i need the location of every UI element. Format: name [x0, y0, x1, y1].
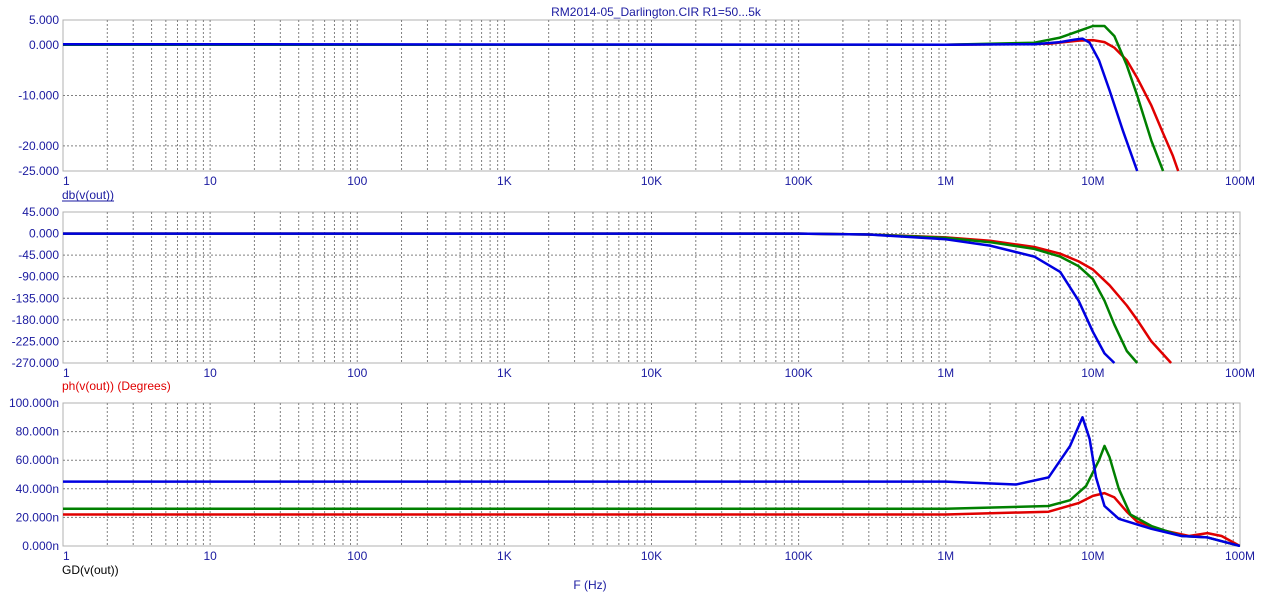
- x-tick-label: 10K: [641, 366, 662, 380]
- y-tick-label: -45.000: [18, 248, 59, 262]
- x-tick-label: 1K: [497, 366, 512, 380]
- x-tick-label: 1M: [937, 174, 954, 188]
- y-tick-label: -10.000: [18, 89, 59, 103]
- x-tick-label: 100: [347, 366, 367, 380]
- y-tick-label: 45.000: [22, 205, 59, 219]
- x-tick-label: 10K: [641, 549, 662, 563]
- x-tick-label: 10: [203, 174, 217, 188]
- y-tick-label: 100.000n: [9, 396, 59, 410]
- x-axis-label: F (Hz): [573, 578, 606, 592]
- series-line-green: [63, 24, 1165, 172]
- x-tick-label: 1: [63, 174, 70, 188]
- series-line-red: [63, 491, 1240, 547]
- y-tick-label: 40.000n: [16, 482, 59, 496]
- x-tick-label: 100: [347, 549, 367, 563]
- y-tick-label: -180.000: [12, 313, 60, 327]
- x-tick-label: 1K: [497, 174, 512, 188]
- window-title: RM2014-05_Darlington.CIR R1=50...5k: [551, 5, 762, 19]
- y-tick-label: -135.000: [12, 291, 60, 305]
- x-tick-label: 100K: [785, 549, 813, 563]
- x-tick-label: 1K: [497, 549, 512, 563]
- x-tick-label: 100M: [1225, 549, 1255, 563]
- x-tick-label: 10: [203, 549, 217, 563]
- x-tick-label: 1: [63, 549, 70, 563]
- expression-label: db(v(out)): [62, 188, 114, 202]
- x-tick-label: 1M: [937, 366, 954, 380]
- y-tick-label: -90.000: [18, 270, 59, 284]
- x-tick-label: 10: [203, 366, 217, 380]
- x-tick-label: 1: [63, 366, 70, 380]
- series-line-blue: [63, 416, 1240, 547]
- x-tick-label: 100M: [1225, 174, 1255, 188]
- x-tick-label: 10K: [641, 174, 662, 188]
- x-tick-label: 100K: [785, 174, 813, 188]
- y-tick-label: 20.000n: [16, 510, 59, 524]
- x-tick-label: 100: [347, 174, 367, 188]
- series-line-blue: [63, 37, 1139, 172]
- y-tick-label: -25.000: [18, 164, 59, 178]
- y-tick-label: 60.000n: [16, 453, 59, 467]
- x-tick-label: 100K: [785, 366, 813, 380]
- y-tick-label: 5.000: [29, 13, 59, 27]
- phase-panel: 45.000 0.000 -45.000 -90.000 -135.000 -180.00…: [12, 205, 1255, 393]
- series-line-blue: [63, 232, 1116, 364]
- y-tick-label: 0.000n: [22, 539, 59, 553]
- y-tick-label: 0.000: [29, 38, 59, 52]
- y-tick-label: -20.000: [18, 139, 59, 153]
- x-tick-label: 1M: [937, 549, 954, 563]
- expression-label: GD(v(out)): [62, 563, 119, 577]
- y-tick-label: 0.000: [29, 227, 59, 241]
- series-line-red: [63, 38, 1180, 172]
- expression-label: ph(v(out)) (Degrees): [62, 379, 171, 393]
- y-tick-label: -270.000: [12, 356, 60, 370]
- x-tick-label: 100M: [1225, 366, 1255, 380]
- x-tick-label: 10M: [1081, 366, 1104, 380]
- group-delay-panel: 100.000n 80.000n 60.000n 40.000n 20.000n 0.00…: [9, 396, 1255, 577]
- x-tick-label: 10M: [1081, 174, 1104, 188]
- y-tick-label: 80.000n: [16, 425, 59, 439]
- x-tick-label: 10M: [1081, 549, 1104, 563]
- magnitude-panel: 5.000 0.000 -10.000 -20.000 -25.000 1 10 100 1K 1…: [18, 13, 1255, 202]
- y-tick-label: -225.000: [12, 334, 60, 348]
